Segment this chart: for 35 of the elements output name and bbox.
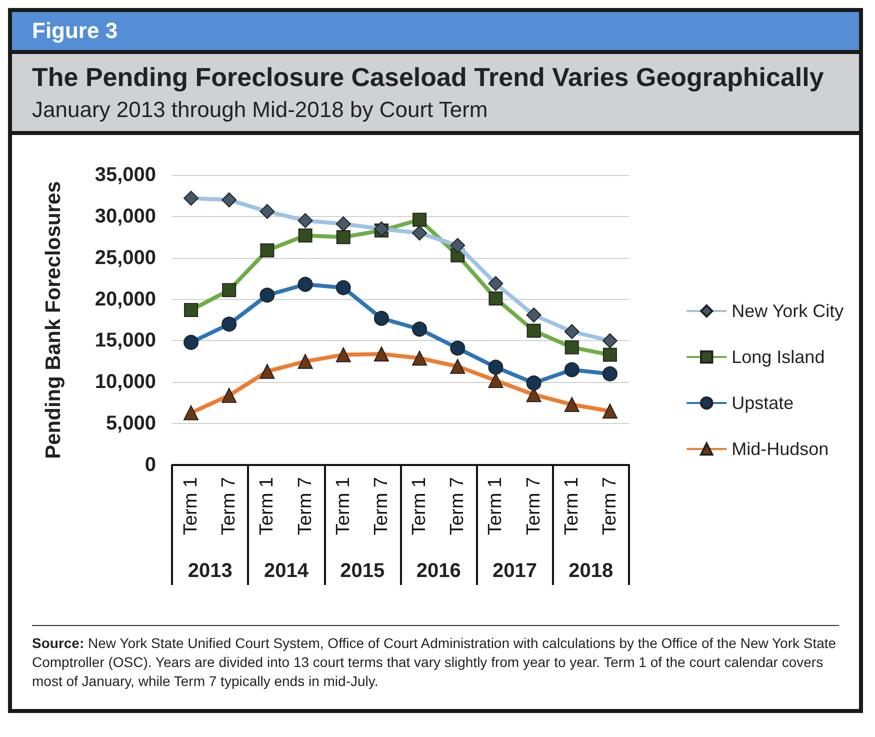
legend-label: Upstate [732,393,794,413]
text: 2016 [416,560,461,582]
y-tick-label: 20,000 [94,288,156,310]
y-tick-label: 35,000 [94,164,156,186]
legend-label: New York City [732,301,844,321]
x-tick-label: Term 7 [370,477,392,536]
text: 2013 [188,560,232,582]
text: 2018 [568,560,614,582]
y-axis-title: Pending Bank Foreclosures [42,181,65,459]
x-tick-label: Term 1 [332,477,354,536]
x-tick-label: Term 7 [447,477,468,536]
caption: Figure 3 [12,12,859,54]
x-tick-label: Term 7 [294,477,316,536]
source-note: Source: New York State Unified Court System, Office of Court Administration with calculations by the Office of the New York State Comptroller (OSC). Years are divided into 13 court terms that vary slightly from year to year. Term 1 of the court calendar covers most of January, while Term 7 typically ends in mid-July. [32,625,839,691]
text: 2015 [340,560,385,582]
y-tick-label: 10,000 [94,371,156,394]
x-tick-label: Term 7 [599,477,620,536]
text: 2017 [492,560,537,582]
legend-label: Long Island [732,347,825,367]
x-tick-label: Term 7 [218,477,240,536]
x-tick-label: Term 1 [561,477,582,536]
chart-subtitle: January 2013 through Mid-2018 by Court Term [32,97,489,123]
y-tick-label: 5,000 [106,412,156,435]
y-tick-label: 0 [144,454,156,476]
legend-label: Mid-Hudson [732,439,829,459]
y-tick-label: 25,000 [94,246,156,269]
x-tick-label: Term 1 [485,477,506,536]
x-tick-label: Term 1 [180,477,202,536]
text: 2014 [264,560,310,582]
y-tick-label: 15,000 [94,330,156,352]
x-tick-label: Term 7 [523,477,544,536]
x-tick-label: Term 1 [409,477,430,536]
chart-title: The Pending Foreclosure Caseload Trend Varies Geographically [32,62,825,93]
y-tick-label: 30,000 [94,205,156,228]
x-tick-label: Term 1 [256,477,278,536]
